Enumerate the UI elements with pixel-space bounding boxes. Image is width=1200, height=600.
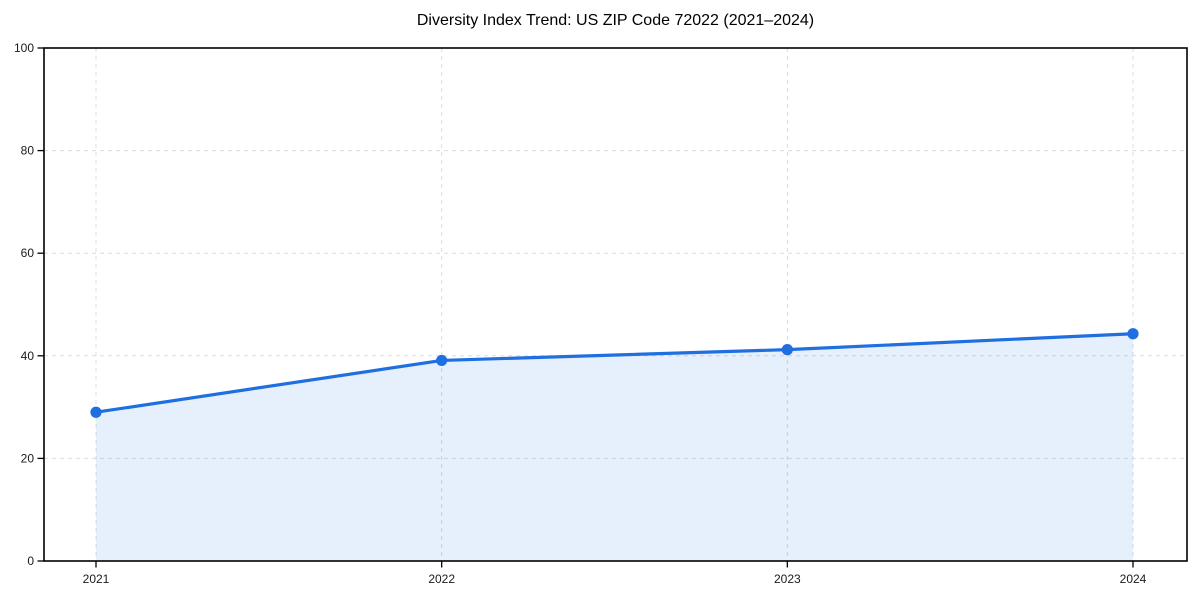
data-point-2021 bbox=[90, 406, 102, 418]
x-tick-label: 2022 bbox=[428, 572, 455, 586]
data-point-2022 bbox=[436, 354, 448, 367]
y-tick-label: 80 bbox=[21, 144, 35, 158]
axis-spines bbox=[43, 47, 1188, 562]
y-tick-label: 100 bbox=[14, 41, 34, 55]
y-tick-label: 20 bbox=[21, 451, 35, 465]
y-tick-label: 40 bbox=[21, 349, 35, 363]
data-point-2024 bbox=[1127, 328, 1139, 340]
x-tick-label: 2021 bbox=[83, 572, 110, 586]
x-tick-label: 2023 bbox=[774, 572, 801, 586]
y-tick-label: 60 bbox=[21, 246, 35, 260]
trend-line bbox=[94, 332, 1135, 414]
x-tick-label: 2024 bbox=[1120, 572, 1147, 586]
data-point-2023 bbox=[781, 344, 793, 356]
area-fill bbox=[96, 333, 1133, 561]
y-tick-label: 0 bbox=[27, 554, 34, 568]
chart-title: Diversity Index Trend: US ZIP Code 72022… bbox=[416, 12, 815, 29]
